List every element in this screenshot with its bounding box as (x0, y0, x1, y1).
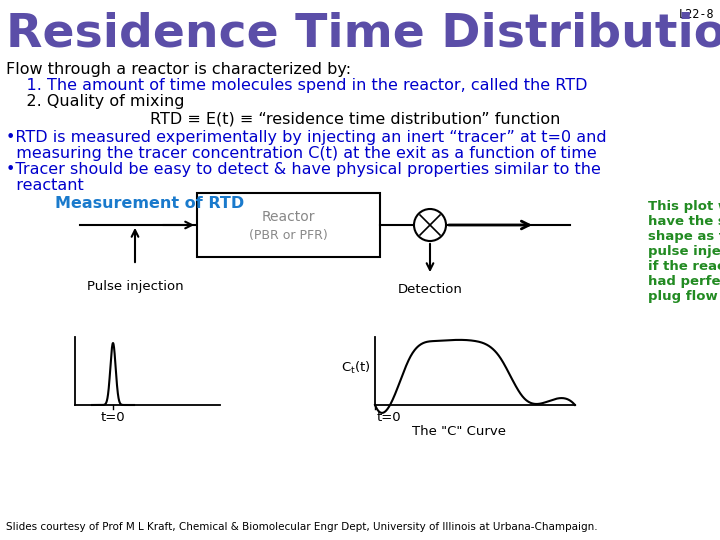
Text: The "C" Curve: The "C" Curve (412, 425, 506, 438)
Text: •RTD is measured experimentally by injecting an inert “tracer” at t=0 and: •RTD is measured experimentally by injec… (6, 130, 607, 145)
Text: t=0: t=0 (101, 411, 125, 424)
Text: •Tracer should be easy to detect & have physical properties similar to the: •Tracer should be easy to detect & have … (6, 162, 601, 177)
Text: reactant: reactant (6, 178, 84, 193)
Text: Slides courtesy of Prof M L Kraft, Chemical & Biomolecular Engr Dept, University: Slides courtesy of Prof M L Kraft, Chemi… (6, 522, 598, 532)
Text: if the reactor: if the reactor (648, 260, 720, 273)
Text: RTD ≡ E(t) ≡ “residence time distribution” function: RTD ≡ E(t) ≡ “residence time distributio… (150, 112, 560, 127)
Text: L22-8: L22-8 (678, 8, 714, 21)
Text: 2. Quality of mixing: 2. Quality of mixing (6, 94, 184, 109)
Text: t=0: t=0 (377, 411, 402, 424)
Text: have the same: have the same (648, 215, 720, 228)
Text: Flow through a reactor is characterized by:: Flow through a reactor is characterized … (6, 62, 351, 77)
Text: Residence Time Distribution (RTD): Residence Time Distribution (RTD) (6, 12, 720, 57)
Bar (197, 193, 380, 257)
Text: plug flow: plug flow (648, 290, 718, 303)
Text: pulse injection: pulse injection (648, 245, 720, 258)
Text: had perfect: had perfect (648, 275, 720, 288)
Text: measuring the tracer concentration C(t) at the exit as a function of time: measuring the tracer concentration C(t) … (6, 146, 597, 161)
Text: Reactor: Reactor (262, 210, 315, 224)
Text: This plot would: This plot would (648, 200, 720, 213)
Text: 1. The amount of time molecules spend in the reactor, called the RTD: 1. The amount of time molecules spend in… (6, 78, 588, 93)
Text: shape as the: shape as the (648, 230, 720, 243)
Text: (PBR or PFR): (PBR or PFR) (249, 228, 328, 241)
Circle shape (414, 209, 446, 241)
Text: Pulse injection: Pulse injection (86, 280, 184, 293)
Text: $\mathregular{C_t(t)}$: $\mathregular{C_t(t)}$ (341, 360, 371, 376)
Text: Measurement of RTD: Measurement of RTD (55, 196, 244, 211)
Text: Detection: Detection (397, 283, 462, 296)
